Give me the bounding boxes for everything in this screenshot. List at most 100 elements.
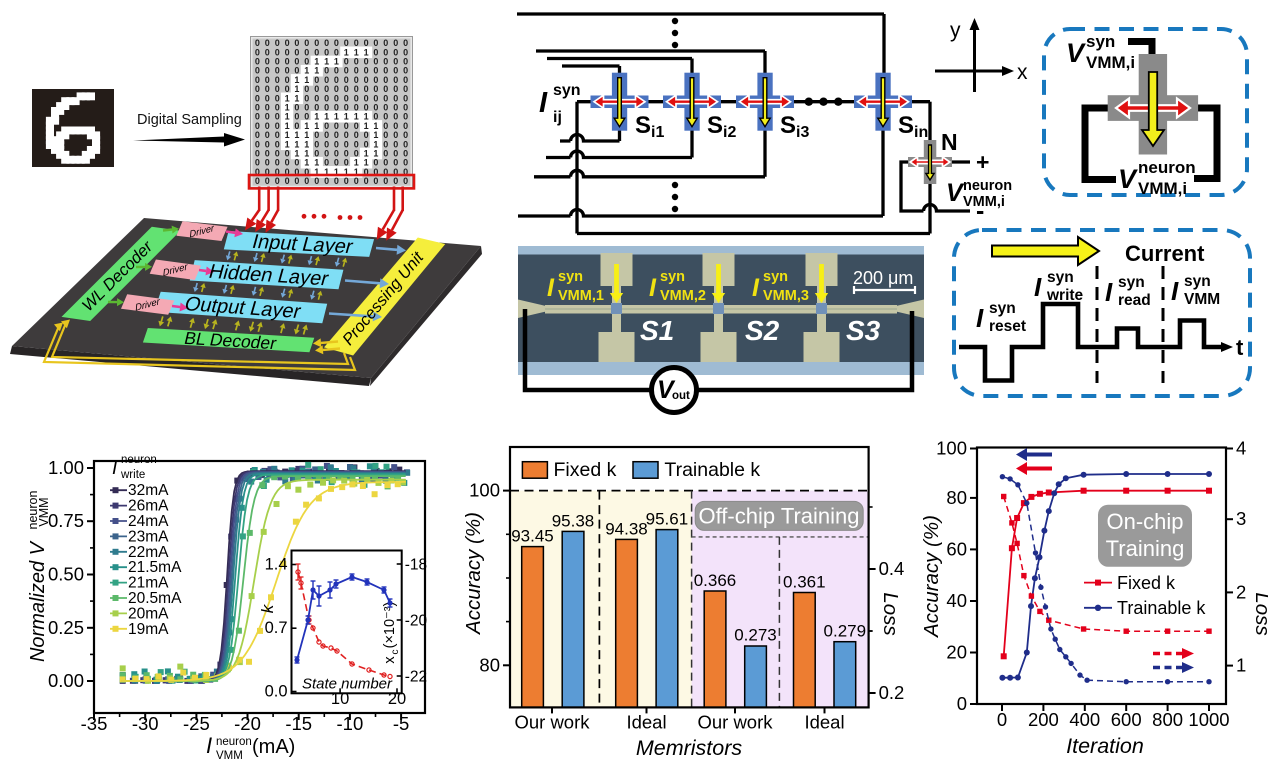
svg-text:0: 0	[304, 103, 309, 113]
svg-text:0: 0	[373, 93, 378, 103]
svg-text:1: 1	[364, 47, 369, 57]
svg-text:0: 0	[294, 112, 299, 122]
svg-text:0: 0	[383, 158, 388, 168]
svg-text:V: V	[657, 376, 676, 404]
svg-text:syn: syn	[1118, 274, 1145, 291]
svg-text:I: I	[752, 274, 760, 302]
svg-text:N: N	[941, 129, 958, 155]
svg-text:0: 0	[324, 121, 329, 131]
svg-text:1: 1	[304, 121, 309, 131]
svg-text:-25: -25	[183, 713, 210, 734]
svg-text:0: 0	[275, 75, 280, 85]
svg-text:VMM,i: VMM,i	[1086, 53, 1135, 72]
svg-text:1: 1	[314, 121, 319, 131]
svg-text:syn: syn	[1184, 273, 1211, 290]
svg-text:1: 1	[373, 139, 378, 149]
svg-text:0: 0	[403, 93, 408, 103]
svg-text:I: I	[1105, 277, 1113, 307]
svg-text:0: 0	[285, 47, 290, 57]
svg-text:0: 0	[997, 709, 1007, 730]
svg-text:-20: -20	[405, 613, 428, 630]
svg-text:0: 0	[285, 158, 290, 168]
svg-text:0: 0	[285, 75, 290, 85]
svg-text:0: 0	[285, 57, 290, 67]
svg-text:0: 0	[364, 57, 369, 67]
svg-text:21mA: 21mA	[128, 575, 169, 592]
svg-text:1.00: 1.00	[48, 457, 84, 478]
svg-text:1: 1	[294, 75, 299, 85]
svg-text:k: k	[258, 603, 277, 613]
svg-text:1: 1	[344, 112, 349, 122]
svg-text:0: 0	[294, 66, 299, 76]
svg-text:VMM,2: VMM,2	[660, 288, 706, 304]
svg-text:0: 0	[304, 93, 309, 103]
svg-text:0: 0	[285, 84, 290, 94]
svg-text:1: 1	[354, 167, 359, 177]
svg-text:0: 0	[383, 75, 388, 85]
svg-text:0: 0	[255, 130, 260, 140]
svg-text:0: 0	[373, 38, 378, 48]
svg-text:syn: syn	[660, 269, 685, 285]
svg-text:0.50: 0.50	[48, 564, 84, 585]
svg-text:read: read	[1118, 292, 1151, 309]
svg-text:100: 100	[936, 438, 967, 459]
svg-text:0: 0	[403, 167, 408, 177]
svg-text:0: 0	[383, 112, 388, 122]
svg-text:0: 0	[334, 93, 339, 103]
svg-text:0: 0	[364, 84, 369, 94]
svg-text:0: 0	[393, 149, 398, 159]
svg-text:-22: -22	[405, 669, 427, 686]
svg-text:V: V	[1066, 38, 1086, 68]
svg-text:0: 0	[324, 158, 329, 168]
svg-text:0: 0	[255, 103, 260, 113]
svg-text:0: 0	[383, 149, 388, 159]
svg-text:0: 0	[304, 38, 309, 48]
svg-text:0: 0	[403, 158, 408, 168]
svg-text:0: 0	[275, 158, 280, 168]
svg-text:1: 1	[324, 112, 329, 122]
svg-text:600: 600	[1111, 709, 1142, 730]
svg-text:I: I	[976, 303, 984, 333]
svg-text:0: 0	[255, 38, 260, 48]
svg-text:0: 0	[383, 139, 388, 149]
svg-text:c: c	[390, 650, 401, 655]
svg-text:0: 0	[294, 103, 299, 113]
svg-text:0: 0	[364, 75, 369, 85]
svg-text:0.366: 0.366	[694, 571, 737, 590]
svg-text:0: 0	[275, 93, 280, 103]
svg-text:0: 0	[354, 57, 359, 67]
svg-text:0: 0	[255, 121, 260, 131]
svg-text:Our work: Our work	[514, 711, 590, 732]
svg-text:Trainable k: Trainable k	[1117, 598, 1206, 618]
svg-text:0: 0	[314, 149, 319, 159]
svg-text:0: 0	[354, 93, 359, 103]
svg-text:0: 0	[403, 57, 408, 67]
svg-text:0: 0	[265, 47, 270, 57]
svg-text:0: 0	[403, 66, 408, 76]
svg-text:1: 1	[314, 167, 319, 177]
svg-text:syn: syn	[553, 82, 581, 99]
svg-text:0: 0	[344, 93, 349, 103]
svg-text:0: 0	[265, 139, 270, 149]
svg-text:94.38: 94.38	[605, 520, 648, 539]
svg-text:0: 0	[324, 66, 329, 76]
svg-text:0: 0	[314, 130, 319, 140]
svg-text:0: 0	[294, 167, 299, 177]
svg-text:0: 0	[354, 121, 359, 131]
svg-text:0: 0	[403, 130, 408, 140]
svg-text:Digital Sampling: Digital Sampling	[137, 112, 242, 128]
svg-text:0: 0	[373, 158, 378, 168]
svg-text:0: 0	[364, 167, 369, 177]
svg-text:1: 1	[373, 130, 378, 140]
svg-text:syn: syn	[1086, 32, 1115, 51]
svg-text:write: write	[1046, 287, 1084, 304]
svg-text:1: 1	[304, 149, 309, 159]
svg-text:x: x	[382, 656, 398, 664]
svg-text:1: 1	[364, 112, 369, 122]
svg-text:V: V	[1118, 164, 1138, 194]
svg-text:On-chip: On-chip	[1106, 509, 1183, 534]
svg-text:32mA: 32mA	[128, 482, 169, 499]
svg-text:1000: 1000	[1188, 709, 1229, 730]
svg-text:VMM: VMM	[1184, 291, 1220, 308]
svg-text:1: 1	[294, 130, 299, 140]
